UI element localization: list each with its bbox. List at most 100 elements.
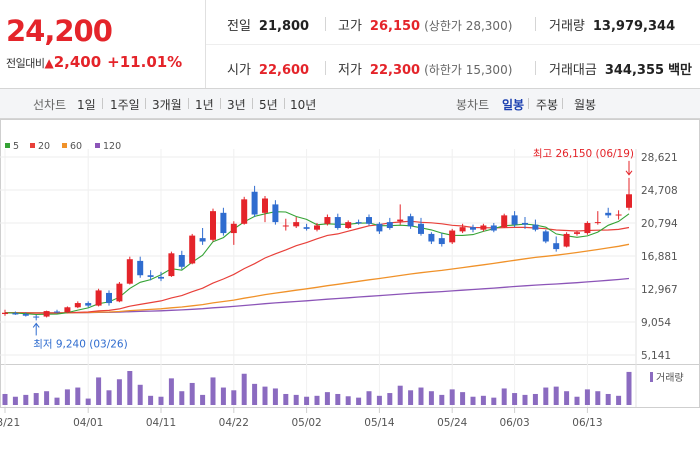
x-tick-label: 05/02: [291, 417, 321, 429]
volume-bar: [397, 385, 403, 405]
volume-bar: [418, 387, 424, 405]
candle-body: [324, 217, 331, 224]
volume-bar: [33, 393, 39, 405]
current-price: 24,200: [6, 14, 113, 48]
period-1y[interactable]: 1년: [195, 98, 214, 112]
candle-monthly[interactable]: 월봉: [574, 98, 597, 112]
candle-body: [293, 222, 300, 227]
volume-bar: [96, 377, 102, 405]
volume-bar: [272, 388, 278, 405]
divider: [325, 17, 326, 31]
y-tick-label: 20,794: [641, 218, 678, 230]
y-tick-label: 12,967: [641, 284, 678, 296]
candle-body: [594, 222, 601, 224]
period-5y[interactable]: 5년: [259, 98, 278, 112]
volume-bar: [543, 387, 549, 405]
volume-bar: [501, 388, 507, 405]
candle-weekly[interactable]: 주봉: [536, 98, 559, 112]
volume-bar: [626, 371, 632, 405]
volume-bar: [2, 393, 8, 405]
up-arrow-icon: [32, 322, 40, 328]
candle-body: [282, 225, 289, 227]
candle-body: [64, 307, 71, 313]
candle-body: [147, 275, 154, 277]
candle-body: [418, 223, 424, 234]
change-percent: +11.01%: [107, 53, 183, 71]
candle-body: [85, 303, 92, 306]
candle-body: [615, 214, 622, 216]
divider: [528, 98, 529, 109]
volume-bar: [137, 384, 143, 405]
candle-body: [126, 259, 133, 284]
stat-label: 전일: [227, 19, 251, 34]
stat-value: 22,600: [258, 63, 310, 78]
volume-bar: [200, 394, 206, 405]
y-tick-label: 9,054: [641, 317, 671, 329]
divider: [252, 98, 253, 109]
divider: [188, 98, 189, 109]
volume-bar: [179, 391, 185, 405]
candle-body: [2, 312, 8, 315]
candle-body: [376, 223, 383, 232]
stat-open: 시가 22,600: [227, 59, 309, 78]
candle-body: [563, 233, 570, 247]
candle-body: [334, 217, 341, 229]
candle-body: [106, 292, 112, 304]
stat-label: 거래량: [549, 19, 585, 34]
stat-unit: 백만: [668, 63, 692, 78]
high-annotation: 최고 26,150 (06/19): [533, 148, 634, 160]
volume-bar: [470, 396, 476, 405]
volume-bar: [293, 394, 299, 405]
candle-body: [501, 215, 508, 228]
y-tick-label: 16,881: [641, 251, 678, 263]
volume-bar: [564, 391, 570, 405]
candle-body: [605, 212, 612, 216]
candle-body: [12, 313, 19, 315]
divider: [284, 98, 285, 109]
candle-body: [386, 222, 393, 229]
stat-value: 344,355: [604, 63, 665, 78]
period-1w[interactable]: 1주일: [110, 98, 140, 112]
x-tick-label: 04/01: [73, 417, 103, 429]
candle-body: [397, 219, 404, 222]
upper-limit: (상한가 28,300): [424, 19, 513, 33]
volume-bar: [335, 393, 341, 405]
candle-body: [33, 316, 40, 318]
volume-bar: [220, 387, 226, 405]
candle-body: [480, 225, 487, 230]
candle-body: [366, 217, 372, 224]
stat-value: 26,150: [369, 19, 421, 34]
legend-swatch: [5, 143, 10, 148]
volume-bar: [512, 393, 518, 405]
down-arrow-icon: [625, 170, 633, 176]
candle-body: [54, 311, 60, 313]
candle-daily[interactable]: 일봉: [502, 98, 525, 112]
lower-limit: (하한가 15,300): [424, 63, 513, 77]
volume-bar: [574, 396, 580, 405]
volume-bar: [314, 395, 320, 405]
candle-body: [251, 191, 258, 215]
divider: [206, 44, 700, 45]
candle-body: [428, 233, 435, 242]
volume-bar: [262, 386, 268, 405]
stat-label: 시가: [227, 63, 251, 78]
period-1d[interactable]: 1일: [77, 98, 96, 112]
x-tick-label: 06/13: [572, 417, 602, 429]
stat-low: 저가 22,300 (하한가 15,300): [338, 59, 512, 78]
period-3m[interactable]: 3개월: [152, 98, 182, 112]
volume-bar: [428, 391, 434, 405]
legend-label: 20: [38, 141, 50, 152]
period-3y[interactable]: 3년: [227, 98, 246, 112]
divider: [102, 98, 103, 109]
candle-body: [303, 227, 310, 229]
volume-legend-label: 거래량: [656, 372, 684, 384]
volume-bar: [584, 389, 590, 405]
period-10y[interactable]: 10년: [290, 98, 317, 112]
volume-bar: [23, 394, 29, 405]
candle-body: [210, 211, 216, 240]
volume-legend-swatch: [650, 372, 653, 382]
legend-swatch: [30, 143, 35, 148]
candle-body: [199, 238, 206, 242]
legend-label: 60: [70, 141, 82, 152]
candle-body: [511, 215, 518, 225]
